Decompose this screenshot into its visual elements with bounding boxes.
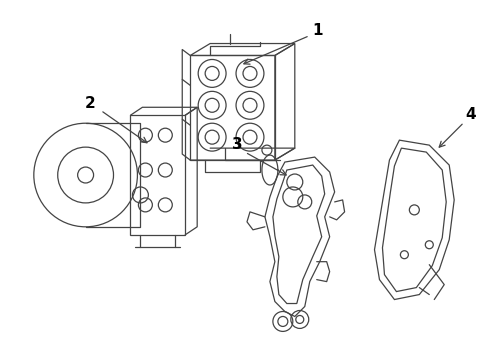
Text: 2: 2 [85,96,96,111]
Text: 1: 1 [312,23,322,38]
Circle shape [78,167,93,183]
Text: 4: 4 [464,107,474,122]
Text: 3: 3 [231,137,242,152]
